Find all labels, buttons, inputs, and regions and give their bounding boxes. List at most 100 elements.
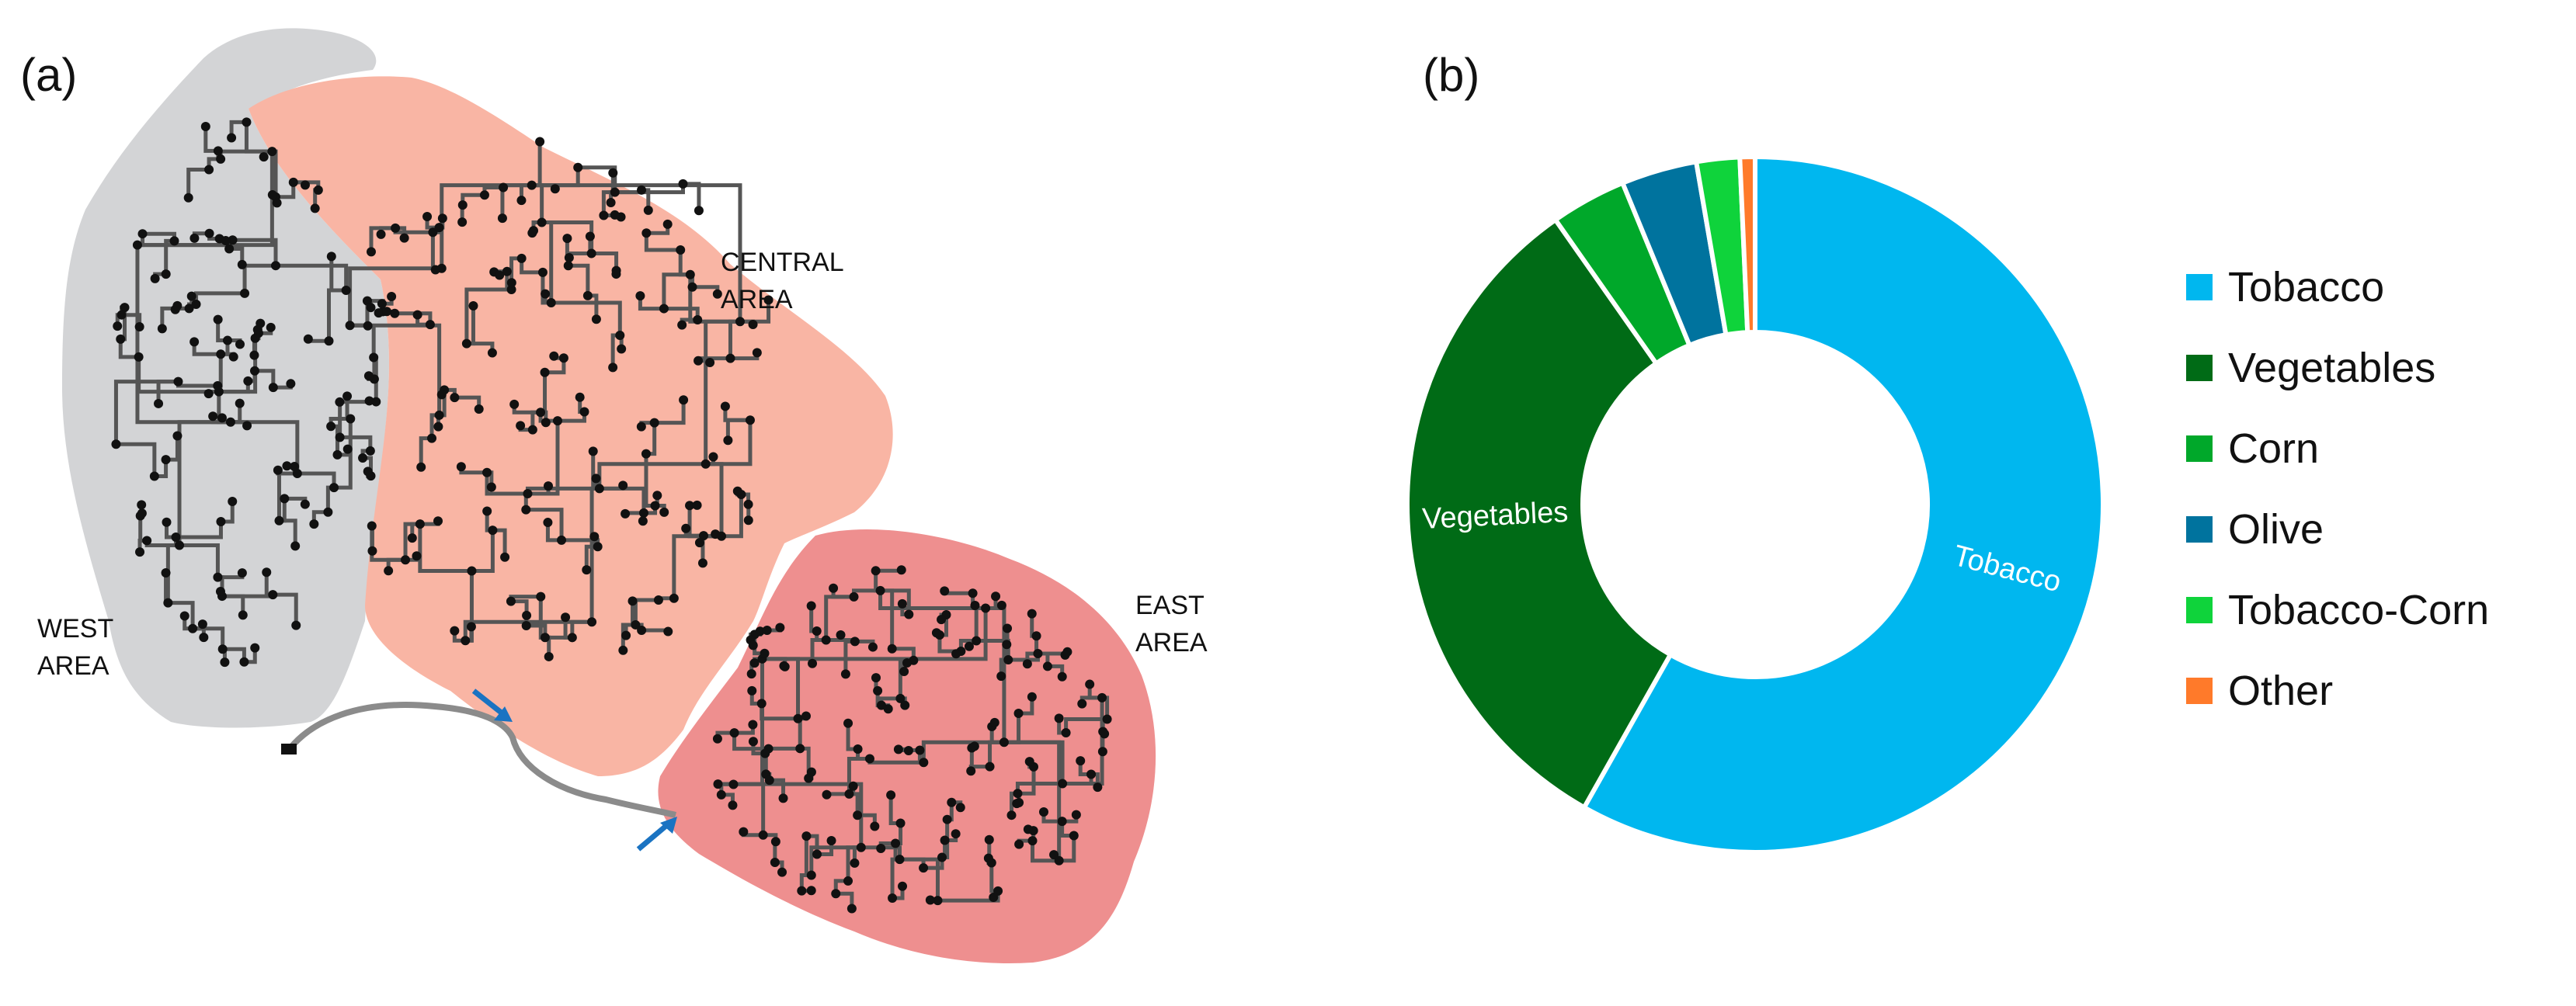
pipe-segment — [760, 703, 798, 721]
pipe-node — [775, 623, 785, 633]
pipe-node — [367, 521, 377, 531]
pipe-node — [450, 626, 460, 636]
pipe-node — [579, 407, 589, 417]
pipe-node — [610, 187, 620, 197]
pipe-node — [227, 133, 237, 143]
pipe-node — [587, 617, 597, 627]
pipe-node — [685, 501, 695, 511]
pipe-node — [363, 467, 373, 477]
pipe-node — [150, 273, 160, 283]
pipe-node — [618, 645, 628, 655]
pipe-node — [369, 352, 379, 363]
pipe-node — [1024, 757, 1034, 767]
pipe-node — [1077, 699, 1087, 709]
pipe-node — [221, 235, 231, 245]
pipe-segment — [273, 592, 298, 626]
pipe-node — [582, 565, 592, 575]
pipe-segment — [644, 233, 681, 252]
slice-tobacco — [1580, 154, 2105, 855]
pipe-node — [509, 399, 520, 409]
pipe-node — [157, 324, 167, 334]
pipe-node — [793, 713, 803, 723]
pipe-node — [692, 500, 702, 510]
pipe-node — [1027, 836, 1038, 846]
pipe-node — [495, 270, 505, 280]
pipe-node — [898, 881, 908, 891]
pipe-node — [536, 591, 546, 602]
pipe-node — [848, 781, 858, 791]
pipe-node — [300, 180, 310, 190]
pipe-node — [199, 633, 209, 643]
pipe-node — [897, 598, 907, 609]
pipe-node — [1012, 799, 1022, 809]
slice-other — [1737, 154, 1757, 335]
legend-swatch-olive — [2186, 516, 2213, 543]
pipe-node — [895, 818, 906, 828]
slice-label-vegetables: Vegetables — [1421, 496, 1569, 536]
pipe-node — [467, 566, 477, 576]
pipe-node — [407, 533, 417, 543]
pipe-node — [335, 397, 345, 407]
central-area-label: CENTRAL AREA — [721, 244, 844, 318]
pipe-node — [332, 449, 342, 460]
pipe-node — [217, 644, 228, 654]
pipe-node — [591, 314, 601, 324]
pipe-node — [1097, 692, 1107, 702]
pipe-node — [268, 590, 278, 600]
pipe-node — [290, 462, 300, 472]
pipe-segment — [718, 782, 864, 848]
pipe-node — [363, 371, 374, 381]
pipe-segment — [1059, 835, 1076, 863]
pipe-node — [197, 619, 207, 630]
pipe-node — [401, 555, 411, 565]
pipe-node — [1014, 839, 1024, 849]
pipe-node — [323, 507, 333, 517]
pipe-node — [280, 494, 290, 504]
pipe-node — [434, 223, 444, 233]
pipe-node — [437, 213, 447, 224]
pipe-node — [474, 404, 484, 415]
pipe-node — [309, 519, 319, 529]
pipe-node — [200, 121, 210, 131]
pipe-node — [919, 863, 929, 873]
pipe-node — [681, 523, 691, 533]
pipe-node — [991, 591, 1001, 602]
pipe-node — [371, 397, 381, 407]
pipe-node — [500, 552, 510, 562]
pipe-node — [387, 291, 397, 301]
pipe-node — [324, 336, 334, 346]
pipe-node — [853, 810, 863, 820]
pipe-node — [871, 566, 881, 576]
pipe-node — [228, 497, 238, 507]
pipe-node — [1100, 729, 1110, 739]
pipe-node — [342, 391, 353, 401]
pipe-node — [942, 814, 952, 824]
pipe-node — [381, 307, 391, 317]
pipe-node — [527, 425, 537, 435]
pipe-node — [1003, 655, 1013, 665]
west-area-label: WEST AREA — [37, 610, 113, 685]
pipe-node — [482, 506, 492, 516]
pipe-node — [947, 797, 957, 807]
pipe-node — [183, 193, 193, 203]
network-map — [62, 28, 1156, 963]
pipe-node — [778, 793, 788, 803]
main-trunk-line — [286, 702, 676, 818]
pipe-node — [1085, 679, 1095, 689]
source-node — [281, 744, 297, 754]
pipe-node — [188, 623, 198, 633]
pipe-node — [850, 858, 860, 868]
pipe-node — [468, 300, 478, 310]
pipe-node — [1102, 714, 1112, 724]
pipe-node — [585, 231, 595, 241]
pipe-node — [677, 320, 687, 330]
pipe-node — [1003, 623, 1013, 633]
pipe-node — [541, 289, 551, 299]
pipe-node — [428, 227, 438, 238]
pipe-node — [739, 827, 749, 837]
pipe-node — [1027, 692, 1037, 702]
pipe-node — [758, 830, 768, 840]
pipe-node — [669, 593, 679, 603]
pipe-node — [521, 621, 531, 631]
